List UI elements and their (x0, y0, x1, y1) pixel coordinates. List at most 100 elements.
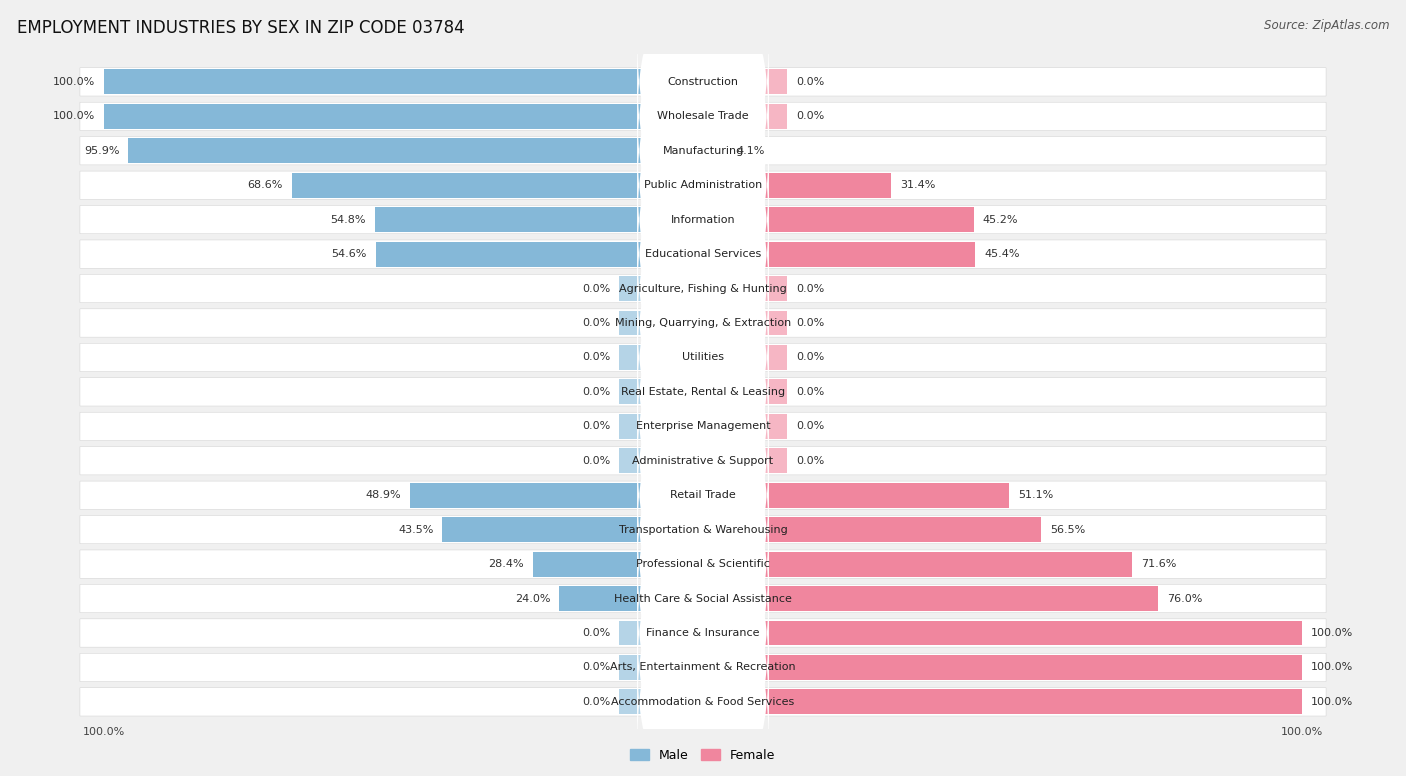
Text: 0.0%: 0.0% (582, 456, 610, 466)
Text: 0.0%: 0.0% (582, 318, 610, 328)
Text: 0.0%: 0.0% (796, 421, 824, 431)
Text: 100.0%: 100.0% (52, 77, 96, 87)
Bar (763, 207, 974, 232)
Bar (763, 276, 787, 301)
Bar (619, 655, 643, 680)
Text: 100.0%: 100.0% (1281, 726, 1323, 736)
Bar (619, 276, 643, 301)
Text: 31.4%: 31.4% (900, 180, 935, 190)
Bar (533, 552, 643, 577)
Text: 0.0%: 0.0% (796, 456, 824, 466)
Text: 95.9%: 95.9% (84, 146, 120, 156)
Text: Retail Trade: Retail Trade (671, 490, 735, 501)
FancyBboxPatch shape (637, 24, 769, 140)
Text: 0.0%: 0.0% (796, 352, 824, 362)
Legend: Male, Female: Male, Female (626, 744, 780, 767)
Text: 45.4%: 45.4% (984, 249, 1019, 259)
FancyBboxPatch shape (637, 610, 769, 726)
FancyBboxPatch shape (80, 619, 1326, 647)
FancyBboxPatch shape (637, 230, 769, 346)
Bar (443, 518, 643, 542)
FancyBboxPatch shape (80, 206, 1326, 234)
Text: 100.0%: 100.0% (1310, 697, 1354, 707)
FancyBboxPatch shape (637, 369, 769, 484)
Bar (763, 345, 787, 370)
Text: Arts, Entertainment & Recreation: Arts, Entertainment & Recreation (610, 663, 796, 673)
Text: 0.0%: 0.0% (582, 283, 610, 293)
Bar (292, 173, 643, 198)
Text: 100.0%: 100.0% (1310, 628, 1354, 638)
Text: EMPLOYMENT INDUSTRIES BY SEX IN ZIP CODE 03784: EMPLOYMENT INDUSTRIES BY SEX IN ZIP CODE… (17, 19, 464, 37)
Text: 0.0%: 0.0% (582, 387, 610, 397)
Text: 45.2%: 45.2% (983, 215, 1018, 225)
Text: Source: ZipAtlas.com: Source: ZipAtlas.com (1264, 19, 1389, 33)
Text: Finance & Insurance: Finance & Insurance (647, 628, 759, 638)
Bar (763, 586, 1159, 611)
FancyBboxPatch shape (637, 438, 769, 553)
Text: 54.8%: 54.8% (330, 215, 366, 225)
Text: Wholesale Trade: Wholesale Trade (657, 111, 749, 121)
Text: 0.0%: 0.0% (796, 111, 824, 121)
Text: 43.5%: 43.5% (398, 525, 433, 535)
Text: Transportation & Warehousing: Transportation & Warehousing (619, 525, 787, 535)
Bar (104, 104, 643, 129)
FancyBboxPatch shape (80, 481, 1326, 509)
Text: 0.0%: 0.0% (582, 628, 610, 638)
Text: 0.0%: 0.0% (796, 283, 824, 293)
FancyBboxPatch shape (80, 137, 1326, 165)
Text: Utilities: Utilities (682, 352, 724, 362)
Bar (619, 345, 643, 370)
Bar (763, 655, 1302, 680)
FancyBboxPatch shape (80, 447, 1326, 475)
Text: Real Estate, Rental & Leasing: Real Estate, Rental & Leasing (621, 387, 785, 397)
FancyBboxPatch shape (637, 575, 769, 691)
FancyBboxPatch shape (80, 378, 1326, 406)
Bar (763, 690, 1302, 714)
FancyBboxPatch shape (637, 265, 769, 381)
FancyBboxPatch shape (637, 93, 769, 209)
Text: 100.0%: 100.0% (52, 111, 96, 121)
FancyBboxPatch shape (637, 127, 769, 243)
Text: Health Care & Social Assistance: Health Care & Social Assistance (614, 594, 792, 604)
Text: 51.1%: 51.1% (1018, 490, 1053, 501)
FancyBboxPatch shape (80, 550, 1326, 578)
Bar (763, 621, 1302, 646)
Text: 0.0%: 0.0% (796, 387, 824, 397)
FancyBboxPatch shape (80, 412, 1326, 441)
FancyBboxPatch shape (637, 300, 769, 415)
Text: Enterprise Management: Enterprise Management (636, 421, 770, 431)
Bar (763, 552, 1132, 577)
Text: 0.0%: 0.0% (582, 663, 610, 673)
Text: 4.1%: 4.1% (737, 146, 765, 156)
Bar (763, 173, 891, 198)
Bar (763, 104, 787, 129)
FancyBboxPatch shape (80, 584, 1326, 613)
Bar (619, 310, 643, 335)
Text: 56.5%: 56.5% (1050, 525, 1085, 535)
Text: Construction: Construction (668, 77, 738, 87)
Text: 54.6%: 54.6% (332, 249, 367, 259)
FancyBboxPatch shape (80, 102, 1326, 130)
FancyBboxPatch shape (80, 688, 1326, 716)
Bar (763, 310, 787, 335)
Text: Public Administration: Public Administration (644, 180, 762, 190)
FancyBboxPatch shape (80, 653, 1326, 681)
Text: Educational Services: Educational Services (645, 249, 761, 259)
FancyBboxPatch shape (637, 403, 769, 518)
Text: 24.0%: 24.0% (515, 594, 550, 604)
FancyBboxPatch shape (637, 644, 769, 760)
Text: 76.0%: 76.0% (1167, 594, 1202, 604)
Bar (763, 241, 974, 266)
Bar (763, 449, 787, 473)
Bar (619, 621, 643, 646)
Text: Information: Information (671, 215, 735, 225)
Bar (763, 518, 1042, 542)
Bar (619, 449, 643, 473)
FancyBboxPatch shape (637, 541, 769, 656)
Text: 0.0%: 0.0% (796, 77, 824, 87)
Bar (763, 70, 787, 94)
Bar (375, 241, 643, 266)
Bar (763, 379, 787, 404)
Text: Agriculture, Fishing & Hunting: Agriculture, Fishing & Hunting (619, 283, 787, 293)
Text: 28.4%: 28.4% (488, 559, 524, 569)
